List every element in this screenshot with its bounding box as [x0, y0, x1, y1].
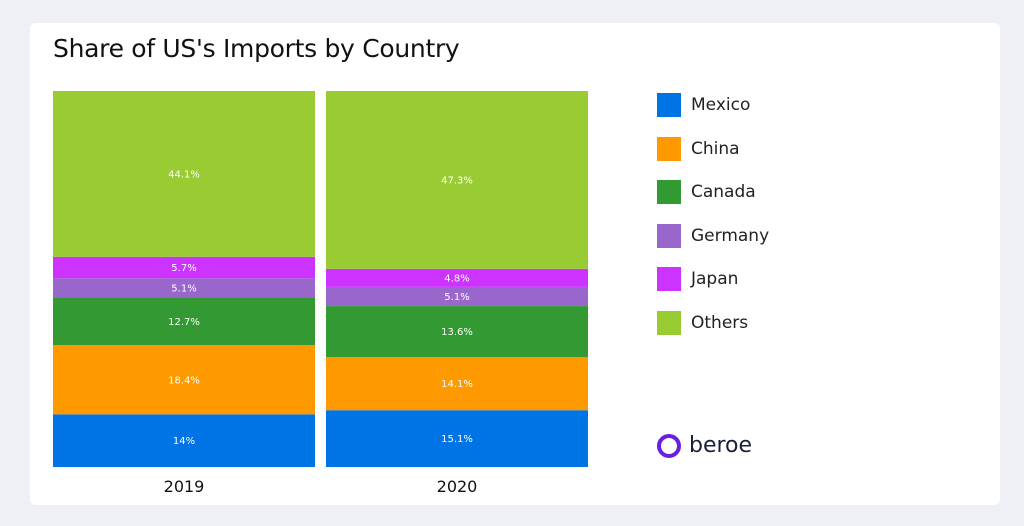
data-label: 14.1% [441, 379, 473, 390]
data-label: 14% [173, 436, 195, 447]
data-label: 5.7% [171, 263, 196, 274]
legend-label: China [691, 138, 740, 159]
legend-label: Germany [691, 225, 770, 246]
legend-swatch [657, 93, 681, 117]
data-label: 13.6% [441, 327, 473, 338]
bar-segment-mexico-2019 [53, 414, 315, 467]
bar-segment-germany-2020 [326, 286, 588, 307]
legend-label: Others [691, 313, 749, 333]
data-label: 15.1% [441, 434, 473, 445]
logo-ring-icon [657, 433, 681, 458]
legend-swatch [657, 180, 681, 205]
data-label: 4.8% [444, 273, 469, 284]
data-label: 47.3% [441, 175, 473, 186]
bar-segment-canada-2019 [53, 297, 315, 346]
data-label: 18.4% [168, 375, 200, 386]
legend-item-china: China [657, 136, 740, 161]
legend-item-japan: Japan [657, 267, 739, 292]
legend-label: Canada [691, 182, 756, 203]
data-label: 5.1% [171, 283, 196, 294]
chart-title: Share of US's Imports by Country [53, 34, 460, 63]
beroe-logo: beroe [657, 433, 752, 458]
data-label: 5.1% [444, 292, 469, 303]
legend-item-others: Others [657, 311, 748, 335]
data-label: 44.1% [168, 169, 200, 180]
bar-segment-canada-2020 [326, 306, 588, 358]
bar-segment-germany-2019 [53, 278, 315, 298]
data-label: 12.7% [168, 317, 200, 328]
legend-label: Japan [691, 269, 739, 290]
logo-text: beroe [689, 433, 753, 458]
bar-segment-others-2020 [326, 91, 588, 269]
bar-segment-others-2019 [53, 91, 315, 257]
legend-swatch [657, 311, 681, 335]
bar-segment-japan-2019 [53, 256, 315, 279]
x-tick-label: 2019 [164, 477, 205, 496]
legend-swatch [657, 267, 681, 292]
bar-segment-china-2020 [326, 357, 588, 411]
legend-swatch [657, 223, 681, 248]
legend-item-mexico: Mexico [657, 93, 750, 117]
legend-item-germany: Germany [657, 223, 770, 248]
bar-segment-mexico-2020 [326, 410, 588, 467]
legend-swatch [657, 136, 681, 161]
bar-segment-japan-2020 [326, 268, 588, 287]
bar-segment-china-2019 [53, 345, 315, 415]
x-tick-label: 2020 [437, 477, 478, 496]
legend-item-canada: Canada [657, 180, 756, 205]
legend-label: Mexico [691, 95, 751, 115]
